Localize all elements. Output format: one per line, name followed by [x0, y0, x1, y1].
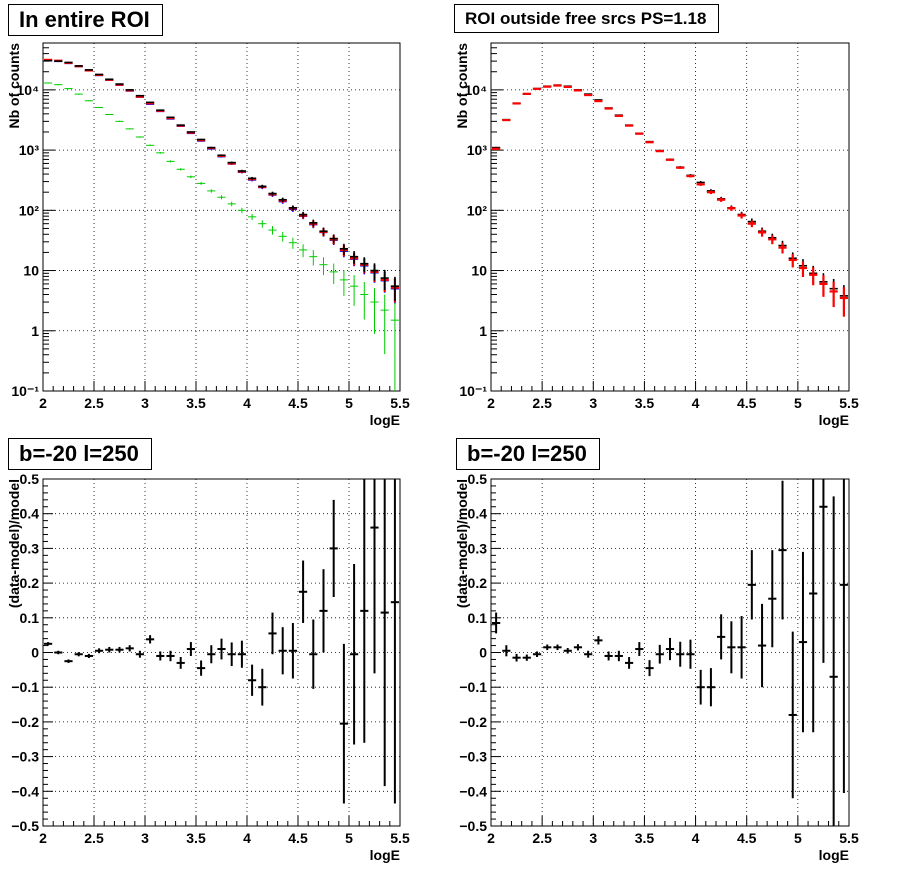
x-tick-label: 3.5 [186, 395, 206, 411]
panel-title-bottom-right: b=-20 l=250 [456, 438, 600, 470]
panel-1: 2 2.5 3 3.5 4 4.5 5 5.5 10⁻¹ 1 10 10² 10³ 10⁴ logE Nb o… [454, 42, 859, 428]
x-tick-label: 4.5 [288, 395, 308, 411]
x-tick-label: 2.5 [532, 830, 552, 846]
y-tick-label: 10⁻¹ [11, 383, 39, 399]
x-tick-label: 3.5 [635, 395, 655, 411]
x-tick-label: 4 [692, 830, 700, 846]
x-tick-label: 5.5 [390, 830, 410, 846]
y-tick-label: 1 [31, 323, 39, 339]
x-tick-label: 4 [243, 830, 251, 846]
x-tick-label: 4 [692, 395, 700, 411]
x-tick-label: 2 [39, 395, 47, 411]
y-tick-label: 0.4 [468, 506, 488, 522]
y-tick-label: −0.1 [459, 679, 487, 695]
x-tick-label: 2 [487, 830, 495, 846]
x-tick-label: 5 [794, 830, 802, 846]
y-tick-label: 0.1 [468, 610, 488, 626]
y-axis-title: Nb of counts [6, 43, 22, 129]
y-tick-label: 0.5 [468, 471, 488, 487]
y-tick-label: −0.1 [11, 679, 39, 695]
y-tick-label: 0.1 [20, 610, 40, 626]
x-tick-label: 2.5 [84, 830, 104, 846]
x-axis-title: logE [370, 412, 400, 428]
y-tick-label: 0.5 [20, 471, 40, 487]
plot-frame [490, 42, 850, 392]
x-tick-label: 3 [589, 830, 597, 846]
panel-2: 2 2.5 3 3.5 4 4.5 5 5.5 −0.5 −0.4 −0.3 −0.2 −0.1 0 0.1… [6, 471, 410, 863]
y-tick-label: 10³ [19, 142, 40, 158]
x-tick-label: 4.5 [737, 395, 757, 411]
y-tick-label: −0.5 [459, 818, 487, 834]
y-tick-label: 10⁴ [465, 82, 488, 98]
y-tick-label: −0.4 [11, 783, 39, 799]
panel-title-bottom-left: b=-20 l=250 [8, 438, 152, 470]
y-tick-label: 10 [471, 263, 487, 279]
x-tick-label: 2 [487, 395, 495, 411]
x-tick-label: 5 [345, 395, 353, 411]
y-tick-label: −0.5 [11, 818, 39, 834]
x-tick-label: 2 [39, 830, 47, 846]
x-tick-label: 3 [141, 395, 149, 411]
x-tick-label: 4 [243, 395, 251, 411]
y-tick-label: 10² [19, 202, 40, 218]
x-tick-label: 5.5 [839, 395, 859, 411]
x-tick-label: 3 [141, 830, 149, 846]
plot-frame [42, 42, 401, 392]
panel-0: 2 2.5 3 3.5 4 4.5 5 5.5 10⁻¹ 1 10 10² 10³ 10⁴ logE Nb o… [6, 42, 410, 428]
y-tick-label: −0.3 [11, 749, 39, 765]
x-tick-label: 3.5 [186, 830, 206, 846]
y-tick-label: −0.4 [459, 783, 487, 799]
x-tick-label: 4.5 [288, 830, 308, 846]
x-tick-label: 4.5 [737, 830, 757, 846]
y-tick-label: 0.3 [468, 540, 488, 556]
panel-3: 2 2.5 3 3.5 4 4.5 5 5.5 −0.5 −0.4 −0.3 −0.2 −0.1 0 0.1… [454, 471, 859, 863]
y-tick-label: 0.2 [20, 575, 40, 591]
y-tick-label: 10⁴ [17, 82, 40, 98]
y-tick-label: −0.2 [459, 714, 487, 730]
y-axis-title: Nb of counts [454, 43, 470, 129]
y-tick-label: 0 [479, 645, 487, 661]
x-tick-label: 2.5 [84, 395, 104, 411]
y-tick-label: 10³ [467, 142, 488, 158]
y-tick-label: 0 [31, 645, 39, 661]
y-tick-label: 0.4 [20, 506, 40, 522]
panel-title-top-right: ROI outside free srcs PS=1.18 [454, 4, 720, 33]
y-tick-label: 1 [479, 323, 487, 339]
x-tick-label: 5 [345, 830, 353, 846]
y-tick-label: −0.3 [459, 749, 487, 765]
y-tick-label: 10 [23, 263, 39, 279]
x-tick-label: 5.5 [390, 395, 410, 411]
y-axis-title: (data-model)/model [454, 479, 470, 608]
y-axis-title: (data-model)/model [6, 479, 22, 608]
y-tick-label: 0.3 [20, 540, 40, 556]
x-tick-label: 5.5 [839, 830, 859, 846]
x-axis-title: logE [819, 412, 849, 428]
x-tick-label: 2.5 [532, 395, 552, 411]
x-tick-label: 3.5 [635, 830, 655, 846]
y-tick-label: −0.2 [11, 714, 39, 730]
x-axis-title: logE [370, 847, 400, 863]
y-tick-label: 10⁻¹ [459, 383, 487, 399]
x-tick-label: 5 [794, 395, 802, 411]
x-axis-title: logE [819, 847, 849, 863]
panel-title-top-left: In entire ROI [8, 4, 163, 36]
x-tick-label: 3 [589, 395, 597, 411]
y-tick-label: 0.2 [468, 575, 488, 591]
y-tick-label: 10² [467, 202, 488, 218]
